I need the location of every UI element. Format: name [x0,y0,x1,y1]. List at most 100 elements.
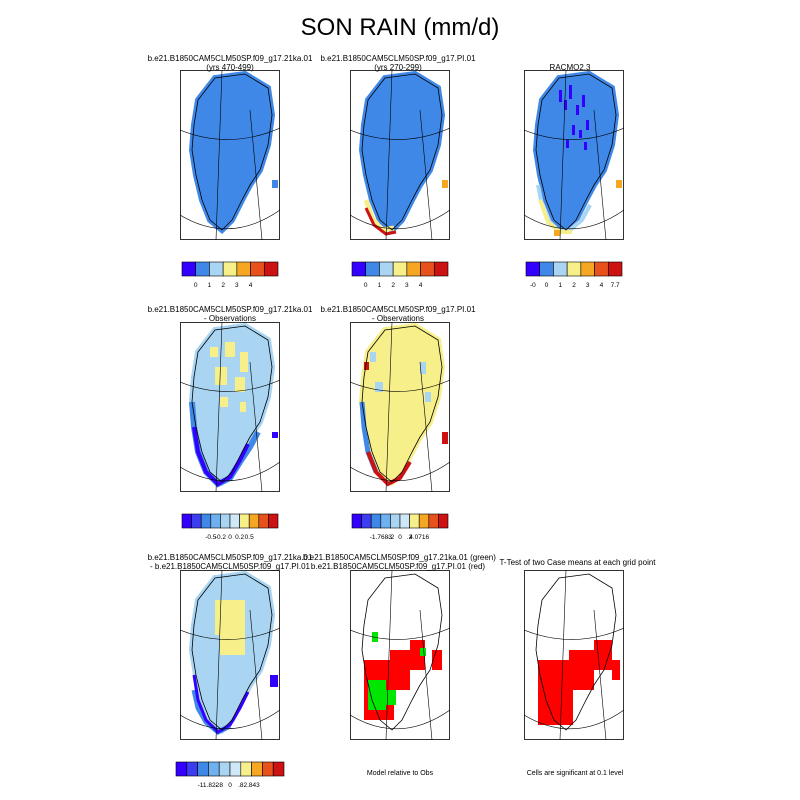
panel-title-line: (yrs 470-499) [206,63,254,72]
colorbar-tick-label: -0.5 [205,534,217,541]
caption-model-relative: Model relative to Obs [366,770,434,777]
latitude-line [180,379,280,392]
colorbar-tick-label: -11.822 [198,782,220,789]
colorbar-tick-label: 4 [600,282,604,289]
panel-title-line: b.e21.B1850CAM5CLM50SP.f09_g17.21ka.01 [147,553,313,562]
colorbar-tick-label: 4.0716 [409,534,429,541]
model-field [358,70,446,235]
panel-title-line: - Observations [371,314,425,323]
colorbar-tick-label: .8 [238,782,244,789]
colorbar-tick-label: 0 [228,534,232,541]
colorbar-segment [186,761,198,777]
colorbar-tick-label: 0 [228,782,232,789]
map-frame [524,570,624,740]
colorbar-4: -0.5-0.2 0 0.2 0.5 [181,513,279,541]
grid-cell [584,142,587,150]
colorbar-segment [197,761,209,777]
colorbar-tick-label: -1.7683 [370,534,392,541]
longitude-line [559,70,567,240]
longitude-line [385,70,393,240]
colorbar-segment [220,513,231,529]
map-frame [350,322,450,492]
longitude-line [419,609,433,740]
colorbar-tick-label: 1 [208,282,212,289]
map-panel-4 [180,322,280,492]
grid-cell [420,362,426,374]
colorbar-tick-label: 7.7 [611,282,620,289]
grid-cell [370,352,376,362]
greenland-coastline [191,73,273,231]
colorbar-segment [240,761,252,777]
latitude-line [180,127,280,140]
colorbar-segment [209,261,224,277]
panel-title-line: T-Test of two Case means at each grid po… [499,558,656,567]
colorbar-segment [392,261,408,277]
colorbar-segment [351,261,367,277]
colorbar-segment [239,513,250,529]
grid-cell [420,648,426,656]
colorbar-segment [406,261,421,277]
colorbar-tick-label: 2 [221,282,225,289]
colorbar-segment [399,513,410,529]
longitude-line [559,570,567,740]
map-panel-8 [350,570,450,740]
coast-band [366,451,412,487]
colorbar-segment [195,261,210,277]
panel-title-line: - b.e21.B1850CAM5CLM50SP.f09_g17.PI.01 [150,562,310,571]
latitude-line [524,127,624,140]
longitude-line [419,109,433,240]
figure-title: SON RAIN (mm/d) [300,14,500,41]
colorbar-tick-label: 0.2 [235,534,244,541]
colorbar-segment [420,261,435,277]
panel-title-p5: b.e21.B1850CAM5CLM50SP.f09_g17.PI.01 - O… [308,305,488,323]
colorbar-segment [365,261,380,277]
latitude-line [350,709,450,730]
panel-title-line: (yrs 270-299) [374,63,422,72]
colorbar-segment [361,513,372,529]
grid-cell [372,632,378,642]
panel-title-line: b.e21.B1850CAM5CLM50SP.f09_g17.21ka.01 [147,54,313,63]
colorbar-tick-label: -.8 [215,782,223,789]
grid-cell [576,105,579,115]
colorbar-segment [262,761,274,777]
latitude-line [350,627,450,640]
model-field [358,322,446,487]
latitude-line [180,209,280,230]
colorbar-segment [390,513,401,529]
colorbar-segment [263,261,279,277]
panel-title-line: b.e21.B1850CAM5CLM50SP.f09_g17.21ka.01 (… [303,553,496,562]
latitude-line [350,379,450,392]
panel-title-p4: b.e21.B1850CAM5CLM50SP.f09_g17.21ka.01 -… [140,305,320,323]
colorbar-tick-label: 2.843 [243,782,260,789]
colorbar-tick-label: 4 [249,282,253,289]
longitude-line [385,570,393,740]
panel-title-line: - Observations [203,314,257,323]
grid-cell [559,90,562,102]
colorbar-segment [222,261,238,277]
colorbar-segment [379,261,394,277]
grid-cell [569,650,594,690]
colorbar-segment [251,761,263,777]
colorbar-tick-label: 3 [405,282,409,289]
latitude-line [180,709,280,730]
colorbar-tick-label: 0 [545,282,549,289]
colorbar-segment [181,261,197,277]
grid-cell [215,600,245,635]
grid-cell [215,367,227,385]
grid-cell [586,120,589,130]
model-field [188,70,276,235]
colorbar-5: -1.7683-.2 0 .24.0716 [351,513,449,541]
latitude-line [180,461,280,482]
grid-cell [564,100,567,110]
panel-title-line: b.e21.B1850CAM5CLM50SP.f09_g17.PI.01 [320,54,476,63]
latitude-line [350,209,450,230]
grid-cell [272,432,278,438]
longitude-line [385,322,393,492]
grid-cell [386,690,396,705]
longitude-line [249,109,263,240]
map-frame [350,70,450,240]
colorbar-segment [438,513,449,529]
colorbar-segment [553,261,568,277]
grid-cell [554,230,560,236]
colorbar-tick-label: 3 [586,282,590,289]
